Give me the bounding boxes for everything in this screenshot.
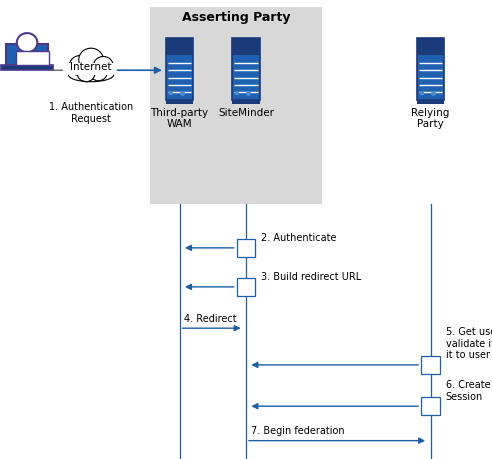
FancyBboxPatch shape xyxy=(420,91,424,95)
Circle shape xyxy=(17,33,37,52)
FancyBboxPatch shape xyxy=(166,100,193,104)
Text: 2. Authenticate: 2. Authenticate xyxy=(261,233,337,243)
Text: Third-party
WAM: Third-party WAM xyxy=(151,108,209,129)
Circle shape xyxy=(79,48,103,71)
Text: Relying
Party: Relying Party xyxy=(411,108,450,129)
FancyBboxPatch shape xyxy=(233,38,260,55)
Text: Internet: Internet xyxy=(70,62,112,72)
FancyBboxPatch shape xyxy=(237,278,255,296)
FancyBboxPatch shape xyxy=(16,50,50,65)
Text: 5. Get user identifier,
validate it and map
it to user: 5. Get user identifier, validate it and … xyxy=(446,327,492,360)
FancyBboxPatch shape xyxy=(236,91,240,95)
FancyBboxPatch shape xyxy=(233,38,260,100)
FancyBboxPatch shape xyxy=(166,38,193,100)
Circle shape xyxy=(90,64,107,81)
Text: SiteMinder: SiteMinder xyxy=(218,108,274,118)
FancyBboxPatch shape xyxy=(166,38,193,55)
Text: 1. Authentication
Request: 1. Authentication Request xyxy=(49,102,133,124)
FancyBboxPatch shape xyxy=(421,356,440,374)
FancyBboxPatch shape xyxy=(421,397,440,415)
Text: Asserting Party: Asserting Party xyxy=(182,11,290,24)
Circle shape xyxy=(69,56,91,76)
Circle shape xyxy=(93,56,113,75)
FancyBboxPatch shape xyxy=(417,100,444,104)
Text: 7. Begin federation: 7. Begin federation xyxy=(251,426,344,436)
FancyBboxPatch shape xyxy=(417,38,444,55)
Circle shape xyxy=(77,65,95,82)
FancyBboxPatch shape xyxy=(68,63,114,75)
Text: 3. Build redirect URL: 3. Build redirect URL xyxy=(261,272,362,282)
FancyBboxPatch shape xyxy=(233,100,260,104)
FancyBboxPatch shape xyxy=(150,7,322,204)
FancyBboxPatch shape xyxy=(169,91,173,95)
FancyBboxPatch shape xyxy=(6,45,48,65)
FancyBboxPatch shape xyxy=(417,38,444,100)
Text: 6. Create SiteMinder
Session: 6. Create SiteMinder Session xyxy=(446,380,492,402)
FancyBboxPatch shape xyxy=(237,239,255,257)
Text: 4. Redirect: 4. Redirect xyxy=(184,313,237,324)
FancyBboxPatch shape xyxy=(1,65,53,70)
